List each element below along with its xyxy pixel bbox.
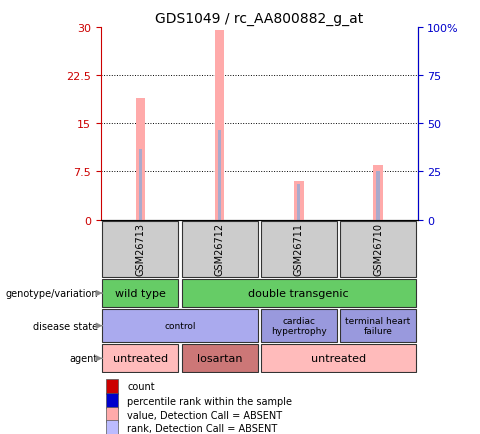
Bar: [139, 150, 142, 220]
Bar: [102, 221, 179, 277]
Bar: [373, 166, 383, 220]
Bar: [261, 309, 337, 343]
Text: GSM26711: GSM26711: [294, 223, 304, 276]
Text: wild type: wild type: [115, 289, 166, 298]
Bar: [106, 407, 118, 422]
Bar: [376, 172, 380, 220]
Bar: [181, 279, 416, 307]
Bar: [261, 221, 337, 277]
Bar: [102, 345, 179, 372]
Text: percentile rank within the sample: percentile rank within the sample: [127, 396, 292, 405]
Bar: [181, 345, 258, 372]
Text: rank, Detection Call = ABSENT: rank, Detection Call = ABSENT: [127, 423, 277, 433]
Text: control: control: [164, 322, 196, 330]
Text: untreated: untreated: [113, 354, 168, 363]
Bar: [102, 279, 179, 307]
Text: disease state: disease state: [33, 321, 97, 331]
Bar: [106, 420, 118, 434]
Bar: [136, 99, 145, 220]
Bar: [261, 345, 416, 372]
Bar: [297, 185, 300, 220]
Text: terminal heart
failure: terminal heart failure: [346, 316, 410, 335]
Text: GSM26710: GSM26710: [373, 223, 383, 276]
Bar: [106, 379, 118, 394]
Text: cardiac
hypertrophy: cardiac hypertrophy: [271, 316, 327, 335]
Text: losartan: losartan: [197, 354, 242, 363]
Text: GSM26712: GSM26712: [215, 223, 225, 276]
Bar: [340, 221, 416, 277]
Text: value, Detection Call = ABSENT: value, Detection Call = ABSENT: [127, 410, 282, 420]
Text: count: count: [127, 381, 155, 391]
Text: untreated: untreated: [311, 354, 366, 363]
Text: genotype/variation: genotype/variation: [5, 289, 97, 298]
Text: agent: agent: [70, 354, 97, 363]
Bar: [102, 309, 258, 343]
Bar: [106, 393, 118, 408]
Text: double transgenic: double transgenic: [249, 289, 349, 298]
Bar: [215, 31, 224, 220]
Bar: [294, 182, 303, 220]
Bar: [181, 221, 258, 277]
Text: GSM26713: GSM26713: [135, 223, 145, 276]
Bar: [218, 131, 221, 220]
Title: GDS1049 / rc_AA800882_g_at: GDS1049 / rc_AA800882_g_at: [155, 12, 363, 26]
Bar: [340, 309, 416, 343]
